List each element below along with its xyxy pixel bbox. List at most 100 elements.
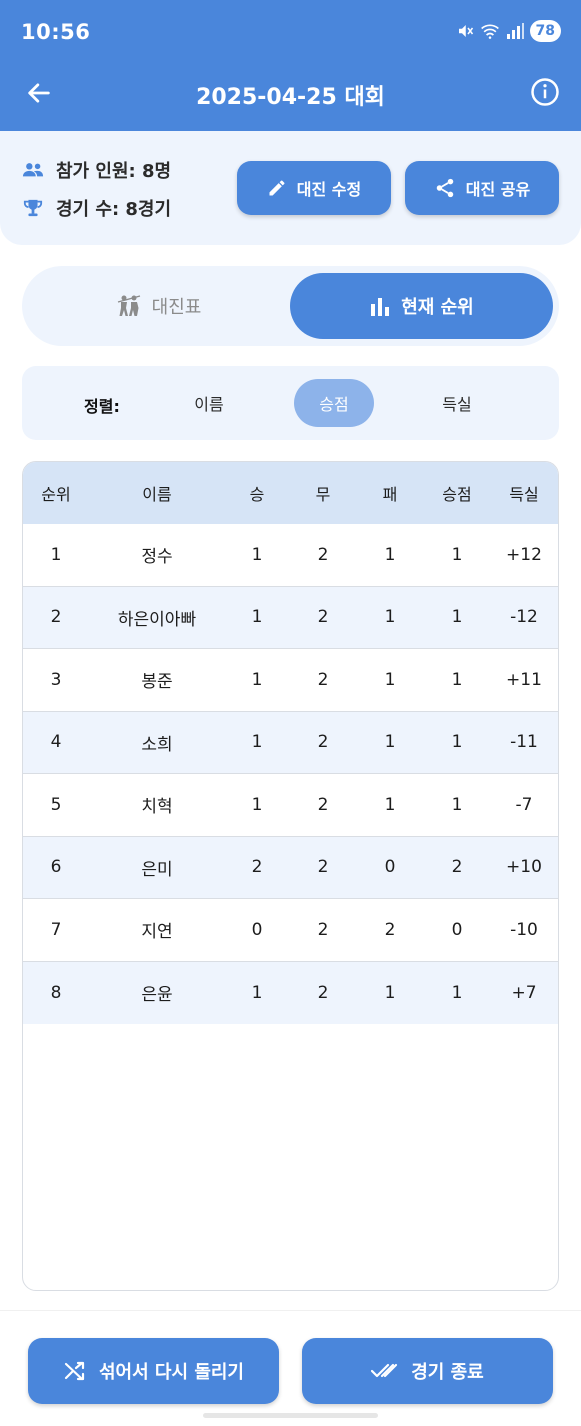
page-title: 2025-04-25 대회 [196, 85, 385, 110]
reshuffle-label: 섞어서 다시 돌리기 [98, 1362, 244, 1383]
cell-name: 지연 [141, 922, 173, 943]
share-bracket-button[interactable]: 대진 공유 [405, 161, 559, 215]
reshuffle-button[interactable]: 섞어서 다시 돌리기 [28, 1338, 279, 1404]
cell-losses: 2 [384, 919, 396, 940]
info-icon [531, 78, 559, 106]
cell-name: 봉준 [141, 672, 173, 693]
cell-points: 2 [451, 857, 463, 878]
cell-goal-diff: -12 [510, 607, 538, 628]
cell-rank: 6 [50, 857, 62, 878]
cell-losses: 1 [384, 669, 396, 690]
share-bracket-label: 대진 공유 [465, 180, 531, 199]
cell-draws: 2 [317, 732, 329, 753]
cell-losses: 1 [384, 982, 396, 1003]
tab-bracket-label: 대진표 [151, 297, 202, 318]
table-row: 6 은미 2 2 0 2 +10 [23, 836, 558, 899]
home-indicator [203, 1413, 378, 1418]
col-rank: 순위 [41, 485, 71, 504]
cell-wins: 1 [251, 982, 263, 1003]
cell-goal-diff: +11 [506, 669, 542, 690]
cell-points: 1 [451, 544, 463, 565]
status-bar: 10:56 78 [0, 0, 581, 64]
cell-wins: 1 [251, 607, 263, 628]
double-check-icon [371, 1363, 398, 1378]
back-button[interactable] [22, 76, 56, 110]
cell-points: 1 [451, 732, 463, 753]
cell-wins: 1 [251, 732, 263, 753]
wifi-icon [480, 24, 499, 39]
ranking-table: 순위 이름 승 무 패 승점 득실 1 정수 1 2 1 1 +12 2 하은이… [22, 461, 559, 1291]
games-text: 경기 수: 8경기 [56, 199, 172, 220]
table-row: 5 치혁 1 2 1 1 -7 [23, 774, 558, 837]
end-match-label: 경기 종료 [411, 1362, 484, 1383]
edit-bracket-button[interactable]: 대진 수정 [237, 161, 391, 215]
table-row: 1 정수 1 2 1 1 +12 [23, 524, 558, 587]
table-row: 2 하은이아빠 1 2 1 1 -12 [23, 586, 558, 649]
col-points: 승점 [442, 485, 472, 504]
cell-losses: 1 [384, 544, 396, 565]
cell-draws: 2 [317, 794, 329, 815]
cell-goal-diff: +12 [506, 544, 542, 565]
col-goal-diff: 득실 [509, 485, 539, 504]
cell-draws: 2 [317, 544, 329, 565]
cell-goal-diff: +7 [511, 982, 537, 1003]
signal-icon [506, 23, 524, 39]
games-info: 경기 수: 8경기 [22, 195, 171, 221]
sort-by-points[interactable]: 승점 [294, 379, 374, 427]
col-wins: 승 [249, 485, 265, 504]
sort-by-goal-diff[interactable]: 득실 [442, 395, 472, 414]
status-icons: 78 [456, 20, 561, 42]
col-name: 이름 [142, 485, 172, 504]
cell-wins: 1 [251, 544, 263, 565]
sort-label: 정렬: [84, 397, 120, 416]
cell-losses: 1 [384, 607, 396, 628]
cell-name: 은미 [141, 859, 173, 880]
cell-rank: 8 [50, 982, 62, 1003]
trophy-icon [23, 199, 43, 217]
bottom-action-bar: 섞어서 다시 돌리기 경기 종료 [0, 1310, 581, 1426]
cell-name: 소희 [141, 734, 173, 755]
cell-name: 은윤 [141, 985, 173, 1006]
cell-losses: 0 [384, 857, 396, 878]
bar-chart-icon [371, 298, 390, 316]
mute-icon [458, 25, 473, 37]
col-draws: 무 [315, 485, 331, 504]
cell-points: 1 [451, 982, 463, 1003]
edit-bracket-label: 대진 수정 [296, 180, 362, 199]
cell-rank: 4 [50, 732, 62, 753]
cell-points: 1 [451, 669, 463, 690]
info-button[interactable] [529, 76, 561, 108]
cell-rank: 3 [50, 669, 62, 690]
sort-by-name[interactable]: 이름 [194, 395, 224, 414]
cell-rank: 1 [50, 544, 62, 565]
tab-ranking-label: 현재 순위 [401, 297, 474, 318]
view-toggle: 대진표 현재 순위 [22, 266, 559, 346]
table-row: 3 봉준 1 2 1 1 +11 [23, 649, 558, 712]
cell-goal-diff: -7 [515, 794, 533, 815]
cell-rank: 7 [50, 919, 62, 940]
pencil-icon [269, 180, 285, 196]
participants-info: 참가 인원: 8명 [22, 157, 171, 183]
status-time: 10:56 [21, 20, 91, 44]
tab-ranking[interactable]: 현재 순위 [290, 273, 553, 339]
battery-badge: 78 [529, 20, 561, 42]
people-icon [22, 163, 44, 177]
cell-name: 치혁 [141, 797, 173, 818]
tab-bracket[interactable]: 대진표 [27, 273, 290, 339]
cell-goal-diff: -11 [510, 732, 538, 753]
table-header: 순위 이름 승 무 패 승점 득실 [23, 462, 558, 524]
participants-text: 참가 인원: 8명 [56, 161, 172, 182]
shuffle-icon [64, 1361, 85, 1381]
cell-goal-diff: +10 [506, 857, 542, 878]
cell-draws: 2 [317, 982, 329, 1003]
cell-losses: 1 [384, 794, 396, 815]
cell-name: 정수 [141, 547, 173, 568]
cell-wins: 1 [251, 669, 263, 690]
table-row: 7 지연 0 2 2 0 -10 [23, 899, 558, 962]
end-match-button[interactable]: 경기 종료 [302, 1338, 553, 1404]
share-icon [436, 178, 454, 198]
cell-rank: 5 [50, 794, 62, 815]
cell-points: 1 [451, 607, 463, 628]
sort-bar: 정렬: 이름 승점 득실 [22, 366, 559, 440]
fencing-icon [117, 295, 140, 316]
